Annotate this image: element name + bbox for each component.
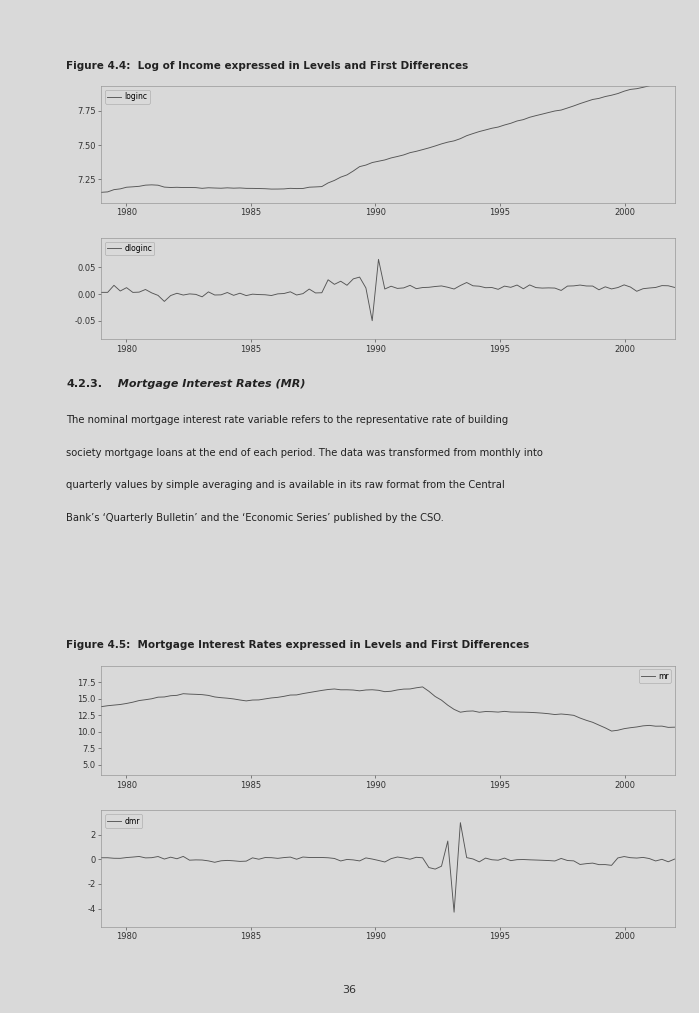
Text: Figure 4.5:  Mortgage Interest Rates expressed in Levels and First Differences: Figure 4.5: Mortgage Interest Rates expr… bbox=[66, 640, 530, 650]
Text: 4.2.3.: 4.2.3. bbox=[66, 379, 103, 389]
Text: The nominal mortgage interest rate variable refers to the representative rate of: The nominal mortgage interest rate varia… bbox=[66, 415, 509, 425]
Text: Mortgage Interest Rates (MR): Mortgage Interest Rates (MR) bbox=[110, 379, 305, 389]
Text: Figure 4.4:  Log of Income expressed in Levels and First Differences: Figure 4.4: Log of Income expressed in L… bbox=[66, 61, 468, 71]
Text: quarterly values by simple averaging and is available in its raw format from the: quarterly values by simple averaging and… bbox=[66, 480, 505, 490]
Legend: dloginc: dloginc bbox=[105, 242, 154, 255]
Legend: dmr: dmr bbox=[105, 814, 142, 828]
Text: Bank’s ‘Quarterly Bulletin’ and the ‘Economic Series’ published by the CSO.: Bank’s ‘Quarterly Bulletin’ and the ‘Eco… bbox=[66, 513, 445, 523]
Legend: mr: mr bbox=[639, 670, 671, 683]
Text: 36: 36 bbox=[343, 985, 356, 995]
Legend: loginc: loginc bbox=[105, 90, 150, 103]
Text: society mortgage loans at the end of each period. The data was transformed from : society mortgage loans at the end of eac… bbox=[66, 448, 543, 458]
